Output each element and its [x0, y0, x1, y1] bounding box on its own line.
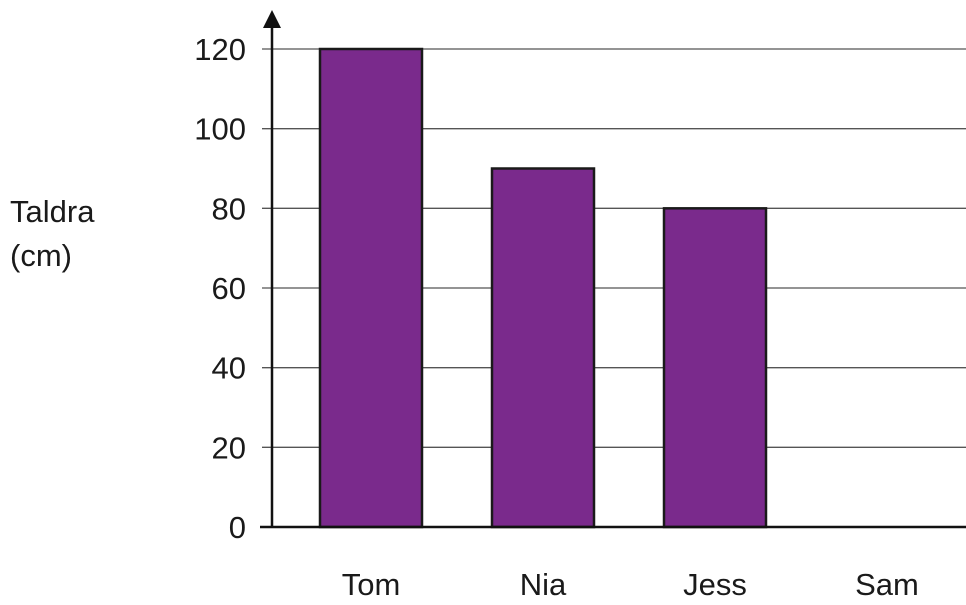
y-axis-label-line-1: Taldra [10, 194, 95, 229]
y-axis-label-line-2: (cm) [10, 238, 72, 273]
bar-jess [662, 207, 768, 529]
y-tick-label: 0 [229, 510, 246, 545]
y-tick-label: 40 [212, 351, 246, 386]
y-axis-label: Taldra (cm) [10, 190, 94, 278]
y-tick-label: 20 [212, 430, 246, 465]
y-tick-label: 60 [212, 271, 246, 306]
bar-nia [490, 167, 596, 529]
y-tick-labels: 0 20 40 60 80 100 120 [194, 32, 246, 545]
x-tick-label-sam: Sam [855, 567, 919, 602]
y-tick-label: 100 [194, 112, 246, 147]
y-tick-label: 120 [194, 32, 246, 67]
bar-tom [318, 47, 424, 529]
x-tick-label-tom: Tom [342, 567, 401, 602]
y-tick-label: 80 [212, 191, 246, 226]
bars [318, 47, 768, 529]
y-axis-arrow-icon [263, 10, 281, 28]
x-tick-label-jess: Jess [683, 567, 747, 602]
x-tick-label-nia: Nia [520, 567, 567, 602]
axes [260, 10, 966, 529]
x-tick-labels: Tom Nia Jess Sam [342, 567, 919, 602]
